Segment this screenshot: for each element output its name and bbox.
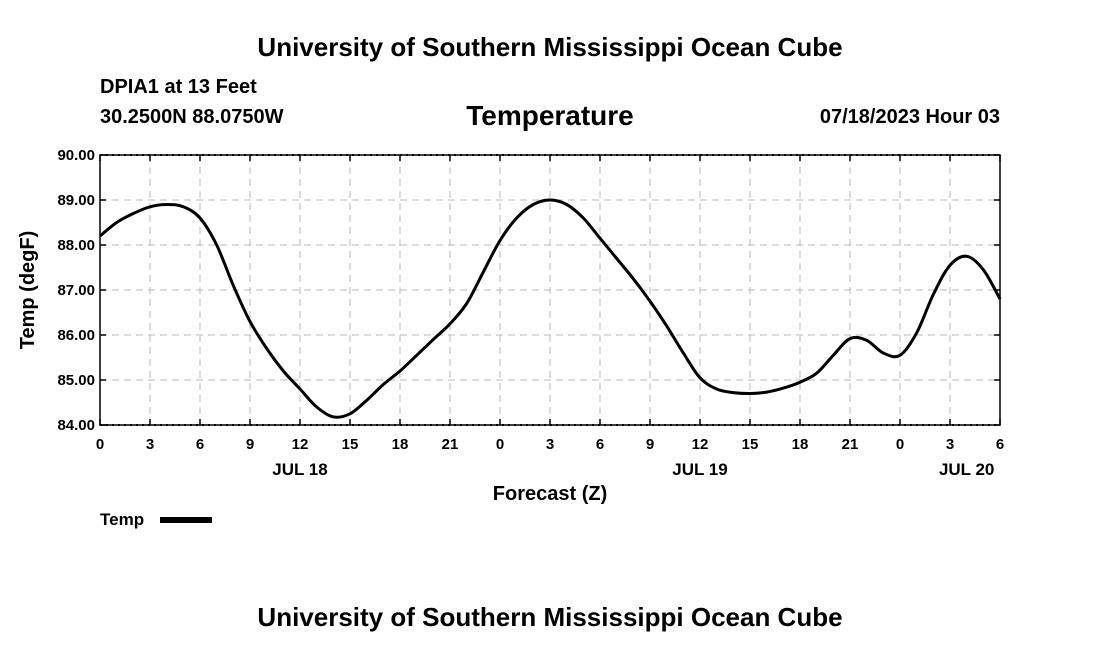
station-label: DPIA1 at 13 Feet bbox=[100, 76, 257, 98]
x-tick-label: 0 bbox=[896, 436, 904, 453]
y-tick-label: 84.00 bbox=[57, 417, 95, 434]
coordinates-label: 30.2500N 88.0750W bbox=[100, 106, 284, 128]
x-tick-label: 9 bbox=[646, 436, 654, 453]
chart-title: Temperature bbox=[466, 100, 634, 131]
x-tick-label: 6 bbox=[596, 436, 604, 453]
timestamp-label: 07/18/2023 Hour 03 bbox=[819, 106, 1000, 128]
x-tick-label: 18 bbox=[392, 436, 409, 453]
x-axis-label: Forecast (Z) bbox=[493, 483, 607, 505]
axis-ticks: 0 3 6 9 12 15 18 21 0 3 6 9 12 15 18 21 0 3 6 84.00 85.00 86.… bbox=[57, 147, 1004, 479]
x-tick-label: 15 bbox=[342, 436, 359, 453]
x-tick-label: 3 bbox=[146, 436, 154, 453]
y-tick-label: 89.00 bbox=[57, 192, 95, 209]
x-tick-label: 3 bbox=[946, 436, 954, 453]
y-tick-label: 85.00 bbox=[57, 372, 95, 389]
x-tick-label: 12 bbox=[292, 436, 309, 453]
x-tick-label: 0 bbox=[96, 436, 104, 453]
y-tick-label: 86.00 bbox=[57, 327, 95, 344]
top-title: University of Southern Mississippi Ocean… bbox=[257, 32, 843, 62]
x-tick-label: 21 bbox=[842, 436, 859, 453]
y-tick-label: 90.00 bbox=[57, 147, 95, 164]
y-tick-label: 87.00 bbox=[57, 282, 95, 299]
x-tick-label: 15 bbox=[742, 436, 759, 453]
date-label: JUL 19 bbox=[672, 460, 727, 479]
legend-label: Temp bbox=[100, 510, 145, 529]
x-tick-label: 9 bbox=[246, 436, 254, 453]
series-line-temp bbox=[99, 198, 1002, 419]
date-label: JUL 20 bbox=[939, 460, 994, 479]
bottom-title: University of Southern Mississippi Ocean… bbox=[257, 602, 843, 632]
x-tick-label: 0 bbox=[496, 436, 504, 453]
x-tick-label: 12 bbox=[692, 436, 709, 453]
x-tick-label: 18 bbox=[792, 436, 809, 453]
x-tick-label: 6 bbox=[996, 436, 1004, 453]
date-label: JUL 18 bbox=[272, 460, 327, 479]
y-tick-label: 88.00 bbox=[57, 237, 95, 254]
y-axis-label: Temp (degF) bbox=[17, 231, 39, 350]
x-tick-label: 6 bbox=[196, 436, 204, 453]
x-tick-label: 21 bbox=[442, 436, 459, 453]
series-layer bbox=[99, 198, 1002, 419]
x-tick-label: 3 bbox=[546, 436, 554, 453]
